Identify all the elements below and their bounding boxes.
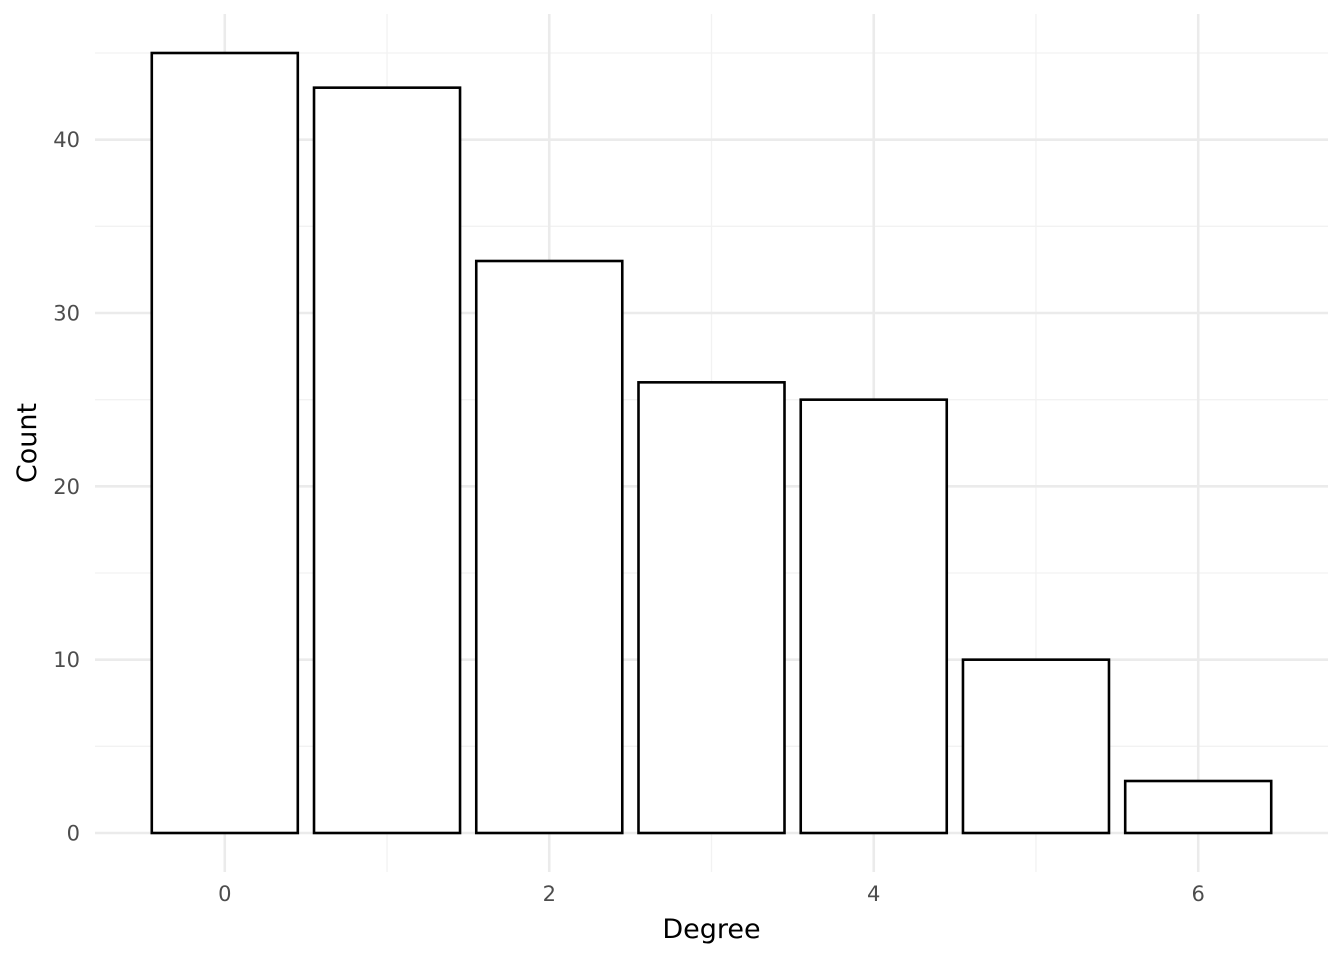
tick-labels: 0 10 20 30 40 0 2 4 6 <box>53 128 1205 906</box>
x-axis-title: Degree <box>662 914 760 945</box>
y-tick-label: 10 <box>53 648 80 672</box>
bar <box>961 658 1111 835</box>
x-tick-label: 0 <box>218 882 231 906</box>
bars <box>150 51 1273 835</box>
x-tick-label: 2 <box>543 882 556 906</box>
y-tick-label: 30 <box>53 302 80 326</box>
y-axis-title: Count <box>12 403 43 483</box>
bar <box>1123 779 1273 835</box>
bar <box>637 381 786 835</box>
x-tick-label: 4 <box>867 882 880 906</box>
x-tick-label: 6 <box>1192 882 1205 906</box>
bar <box>312 86 462 835</box>
bar <box>474 259 624 835</box>
y-tick-label: 20 <box>53 475 80 499</box>
y-tick-label: 0 <box>67 822 80 846</box>
bar <box>799 398 949 835</box>
y-tick-label: 40 <box>53 128 80 152</box>
bar <box>150 51 300 835</box>
